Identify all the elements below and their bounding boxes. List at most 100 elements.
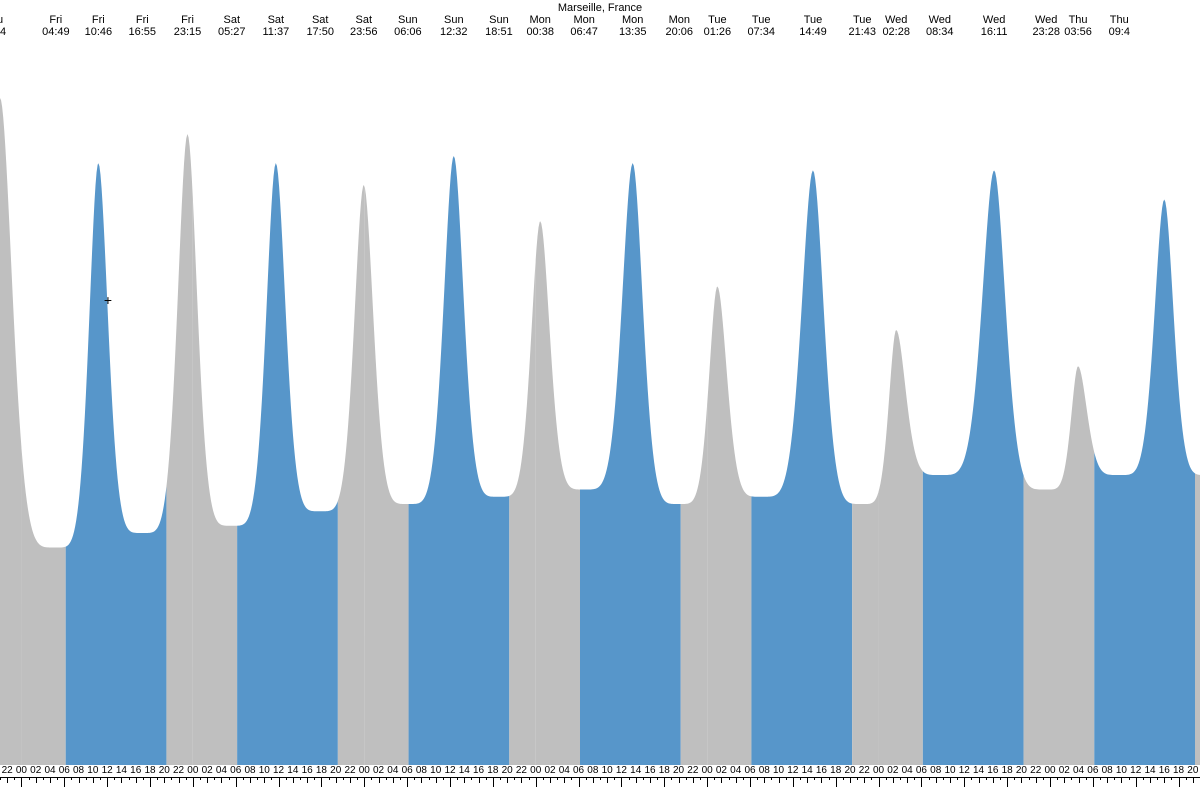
- hour-label: 14: [973, 765, 984, 776]
- hour-tick: [957, 777, 958, 780]
- hour-tick: [964, 777, 965, 787]
- hour-tick: [721, 777, 722, 783]
- hour-label: 20: [844, 765, 855, 776]
- hour-tick: [829, 777, 830, 780]
- hour-tick: [121, 777, 122, 783]
- hour-tick: [786, 777, 787, 780]
- event-time-label: Sat23:56: [350, 14, 378, 38]
- hour-axis: 2200020406081012141618202200020406081012…: [0, 765, 1200, 800]
- hour-tick: [1014, 777, 1015, 780]
- tide-area-day: [751, 171, 852, 766]
- hour-label: 06: [573, 765, 584, 776]
- hour-tick: [393, 777, 394, 783]
- hour-tick: [64, 777, 65, 787]
- hour-tick: [114, 777, 115, 780]
- hour-label: 22: [516, 765, 527, 776]
- hour-tick: [614, 777, 615, 780]
- hour-label: 04: [902, 765, 913, 776]
- hour-label: 22: [173, 765, 184, 776]
- hour-tick: [743, 777, 744, 780]
- hour-tick: [471, 777, 472, 780]
- hour-tick: [693, 777, 694, 783]
- hour-tick: [364, 777, 365, 787]
- hour-label: 02: [1059, 765, 1070, 776]
- event-time-label: Sun18:51: [485, 14, 513, 38]
- hour-tick: [950, 777, 951, 783]
- hour-tick: [429, 777, 430, 780]
- hour-tick: [50, 777, 51, 783]
- hour-label: 20: [1016, 765, 1027, 776]
- hour-tick: [157, 777, 158, 780]
- hour-tick: [529, 777, 530, 780]
- hour-tick: [343, 777, 344, 780]
- hour-tick: [386, 777, 387, 780]
- hour-label: 04: [216, 765, 227, 776]
- hour-tick: [929, 777, 930, 780]
- hour-tick: [1064, 777, 1065, 783]
- hour-label: 22: [344, 765, 355, 776]
- tide-area-night: [707, 287, 751, 766]
- hour-tick: [1000, 777, 1001, 780]
- hour-tick: [864, 777, 865, 783]
- tide-area-night: [509, 259, 535, 765]
- hour-tick: [221, 777, 222, 783]
- event-time-label: Tue01:26: [704, 14, 732, 38]
- hour-label: 02: [544, 765, 555, 776]
- event-time-label: Sun12:32: [440, 14, 468, 38]
- tide-chart: Marseille, France u34Fri04:49Fri10:46Fri…: [0, 0, 1200, 800]
- hour-tick: [14, 777, 15, 780]
- hour-label: 06: [744, 765, 755, 776]
- hour-label: 04: [387, 765, 398, 776]
- tide-area-plot: [0, 40, 1200, 765]
- hour-tick: [593, 777, 594, 783]
- hour-tick: [1086, 777, 1087, 780]
- hour-tick: [979, 777, 980, 783]
- hour-label: 08: [73, 765, 84, 776]
- hour-label: 12: [273, 765, 284, 776]
- hour-tick: [1100, 777, 1101, 780]
- hour-tick: [886, 777, 887, 780]
- event-time-label: Wed02:28: [882, 14, 910, 38]
- hour-tick: [893, 777, 894, 783]
- event-time-label: Thu09:4: [1109, 14, 1130, 38]
- hour-tick: [86, 777, 87, 780]
- event-time-label: Sat05:27: [218, 14, 246, 38]
- event-time-label: Tue07:34: [747, 14, 775, 38]
- hour-tick: [136, 777, 137, 783]
- hour-label: 02: [887, 765, 898, 776]
- event-time-label: Wed16:11: [981, 14, 1008, 38]
- hour-tick: [500, 777, 501, 780]
- event-time-label: Mon06:47: [570, 14, 598, 38]
- hour-tick: [664, 777, 665, 787]
- tide-area-day: [923, 171, 1024, 766]
- hour-label: 02: [373, 765, 384, 776]
- tide-area-day: [1094, 200, 1195, 766]
- hour-tick: [686, 777, 687, 780]
- hour-tick: [857, 777, 858, 780]
- tide-area-day: [409, 156, 510, 765]
- hour-label: 18: [144, 765, 155, 776]
- tide-area-night: [536, 221, 580, 765]
- event-time-label: Mon20:06: [666, 14, 694, 38]
- hour-label: 10: [773, 765, 784, 776]
- hour-tick: [907, 777, 908, 783]
- hour-tick: [279, 777, 280, 787]
- hour-tick: [193, 777, 194, 787]
- hour-tick: [371, 777, 372, 780]
- event-time-label: Wed08:34: [926, 14, 954, 38]
- hour-tick: [414, 777, 415, 780]
- hour-label: 08: [759, 765, 770, 776]
- hour-tick: [450, 777, 451, 787]
- hour-tick: [1150, 777, 1151, 783]
- hour-tick: [714, 777, 715, 780]
- hour-tick: [150, 777, 151, 787]
- hour-tick: [479, 777, 480, 783]
- hour-tick: [493, 777, 494, 787]
- hour-tick: [179, 777, 180, 783]
- hour-tick: [214, 777, 215, 780]
- hour-tick: [936, 777, 937, 783]
- hour-label: 16: [644, 765, 655, 776]
- hour-label: 22: [2, 765, 13, 776]
- tide-area-day: [66, 163, 167, 765]
- hour-tick: [943, 777, 944, 780]
